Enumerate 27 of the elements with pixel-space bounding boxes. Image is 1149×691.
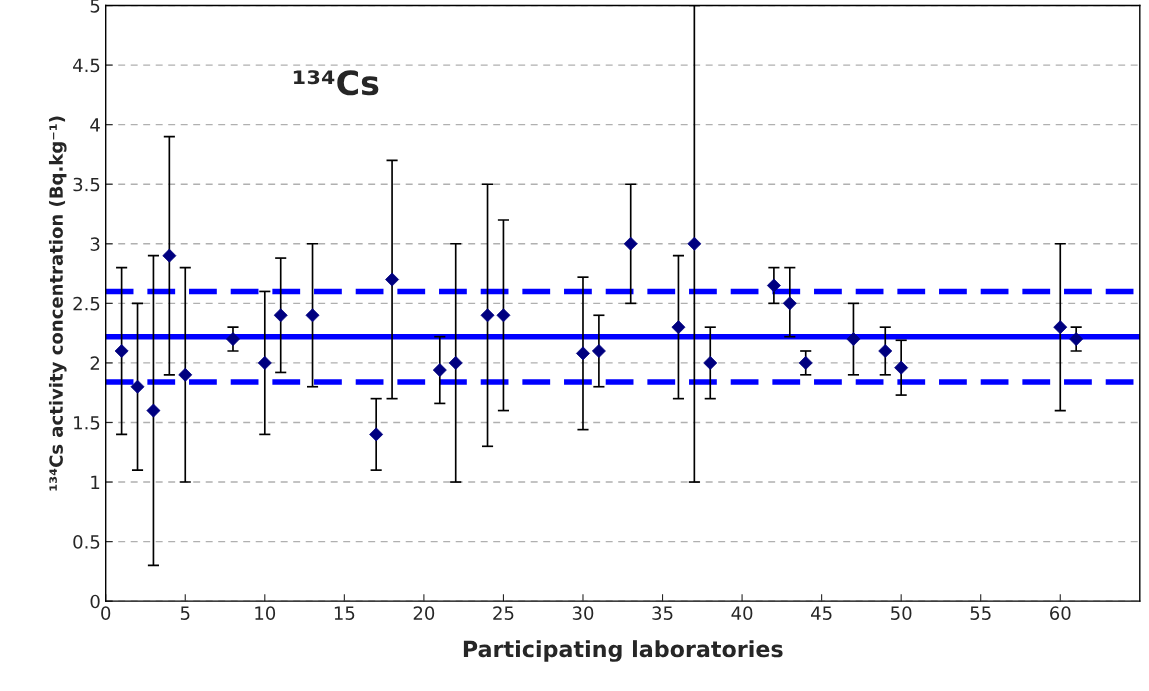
y-tick-label: 5 (90, 0, 100, 13)
x-tick-label: 35 (652, 606, 673, 621)
x-tick-label: 45 (811, 606, 832, 621)
x-tick-label: 15 (334, 606, 355, 621)
y-tick-label: 0 (90, 594, 100, 609)
x-tick-label: 20 (413, 606, 435, 621)
y-tick-label: 2 (90, 356, 100, 370)
y-tick-label: 1.5 (74, 416, 100, 430)
x-tick-label: 25 (493, 606, 514, 621)
y-tick-label: 3.5 (73, 177, 100, 192)
x-axis-title: Participating laboratories (463, 640, 783, 662)
x-tick-label: 30 (572, 606, 594, 621)
y-tick-label: 4.5 (73, 58, 100, 73)
x-tick-label: 5 (180, 606, 190, 621)
y-tick-label: 1 (91, 475, 100, 489)
x-tick-label: 60 (1050, 606, 1071, 621)
y-axis-title: ¹³⁴Cs activity concentration (Bq.kg⁻¹) (48, 116, 67, 491)
y-tick-label: 2.5 (73, 296, 100, 311)
x-tick-label: 55 (970, 606, 991, 621)
y-tick-label: 4 (90, 118, 100, 132)
y-tick-label: 0.5 (73, 535, 100, 549)
annotation: ¹³⁴Cs (293, 70, 379, 96)
x-tick-label: 50 (891, 606, 912, 621)
x-tick-label: 40 (731, 606, 753, 621)
x-tick-label: 0 (101, 606, 111, 621)
y-tick-label: 3 (90, 237, 100, 251)
x-tick-label: 10 (255, 606, 276, 621)
